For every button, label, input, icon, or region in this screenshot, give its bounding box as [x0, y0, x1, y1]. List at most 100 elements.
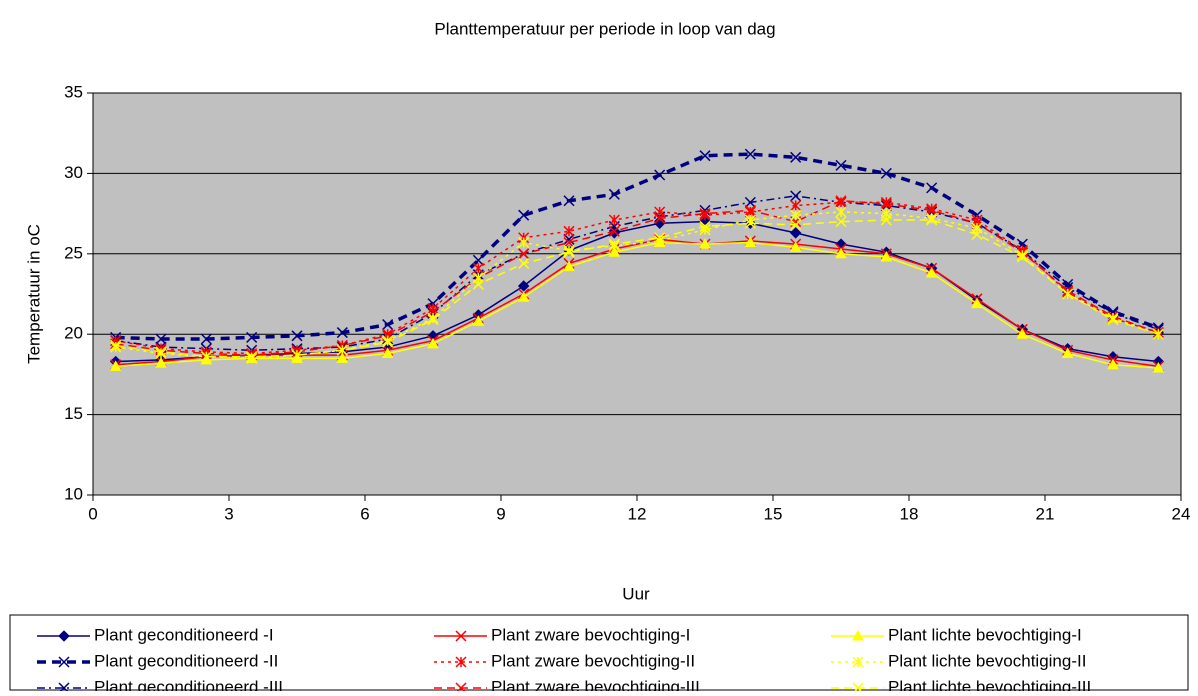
- marker: [971, 297, 983, 309]
- series-line: [115, 199, 1159, 356]
- marker: [608, 238, 620, 250]
- marker: [518, 237, 530, 249]
- x-tick-label: 21: [1036, 504, 1055, 523]
- marker: [608, 246, 621, 257]
- marker: [880, 198, 892, 210]
- marker: [699, 220, 711, 232]
- marker: [699, 209, 711, 221]
- marker: [1016, 251, 1028, 263]
- legend-marker: [58, 630, 70, 642]
- marker: [427, 337, 439, 349]
- legend-marker: [852, 656, 864, 668]
- marker: [971, 228, 983, 241]
- marker: [1061, 347, 1074, 358]
- marker: [472, 315, 485, 326]
- marker: [563, 246, 575, 258]
- series-line: [115, 220, 1159, 363]
- marker: [699, 208, 711, 220]
- marker: [291, 349, 303, 361]
- series-line: [115, 211, 1159, 360]
- x-tick-label: 15: [764, 504, 783, 523]
- marker: [1107, 358, 1119, 370]
- marker: [109, 360, 122, 371]
- marker: [1016, 328, 1029, 339]
- marker: [1016, 249, 1028, 261]
- series-line: [115, 241, 1159, 369]
- marker: [835, 216, 847, 228]
- series-line: [115, 195, 1159, 352]
- marker: [382, 319, 394, 331]
- legend-label: Plant zware bevochtiging-II: [491, 651, 695, 670]
- marker: [835, 196, 847, 208]
- legend-label: Plant lichte bevochtiging-II: [888, 651, 1086, 670]
- marker: [926, 203, 938, 215]
- y-tick-label: 10: [64, 484, 83, 503]
- marker: [563, 260, 575, 272]
- marker: [608, 240, 620, 252]
- plot-border: [92, 92, 1182, 496]
- marker: [200, 351, 212, 363]
- marker: [790, 209, 802, 221]
- marker: [563, 237, 575, 249]
- y-axis-label: Temperatuur in oC: [24, 224, 43, 364]
- legend-marker: [58, 656, 70, 668]
- y-tick-label: 30: [64, 163, 83, 182]
- marker: [1152, 328, 1164, 340]
- marker: [155, 346, 167, 358]
- marker: [472, 254, 484, 266]
- marker: [246, 352, 258, 364]
- marker: [382, 335, 394, 347]
- marker: [926, 214, 938, 226]
- legend-label: Plant lichte bevochtiging-III: [888, 677, 1091, 691]
- marker: [336, 352, 349, 363]
- marker: [608, 214, 620, 226]
- marker: [789, 241, 802, 252]
- marker: [1107, 314, 1119, 326]
- marker: [427, 312, 439, 324]
- marker: [835, 159, 847, 171]
- marker: [835, 206, 847, 218]
- marker: [518, 209, 530, 221]
- marker: [517, 291, 530, 302]
- marker: [699, 238, 711, 249]
- series-line: [115, 219, 1159, 358]
- legend-box: [9, 614, 1189, 691]
- marker: [110, 341, 122, 353]
- x-tick-label: 24: [1172, 504, 1191, 523]
- marker: [654, 212, 666, 224]
- marker: [699, 150, 711, 162]
- marker: [563, 225, 575, 237]
- y-tick-label: 15: [64, 404, 83, 423]
- marker: [155, 347, 167, 360]
- legend-marker: [455, 630, 467, 642]
- marker: [110, 339, 122, 351]
- marker: [472, 262, 484, 274]
- x-axis-label: Uur: [622, 584, 650, 603]
- series-line: [115, 152, 1159, 341]
- marker: [563, 233, 575, 245]
- marker: [381, 347, 394, 358]
- marker: [880, 250, 893, 262]
- legend-label: Plant lichte bevochtiging-I: [888, 625, 1082, 644]
- marker: [1152, 361, 1165, 373]
- legend-label: Plant zware bevochtiging-I: [491, 625, 690, 644]
- marker: [246, 331, 258, 343]
- marker: [926, 182, 938, 194]
- marker: [790, 151, 802, 163]
- marker: [155, 357, 167, 368]
- marker: [744, 204, 756, 216]
- marker: [336, 344, 348, 356]
- marker: [155, 333, 167, 345]
- marker: [608, 188, 620, 200]
- marker: [654, 169, 666, 181]
- legend-label: Plant geconditioneerd -II: [94, 651, 278, 670]
- marker: [200, 333, 212, 345]
- marker: [835, 195, 847, 207]
- marker: [880, 196, 892, 208]
- marker: [790, 190, 802, 202]
- marker: [517, 280, 530, 292]
- marker: [880, 214, 892, 226]
- marker: [608, 227, 621, 239]
- marker: [744, 196, 756, 208]
- marker: [835, 247, 847, 259]
